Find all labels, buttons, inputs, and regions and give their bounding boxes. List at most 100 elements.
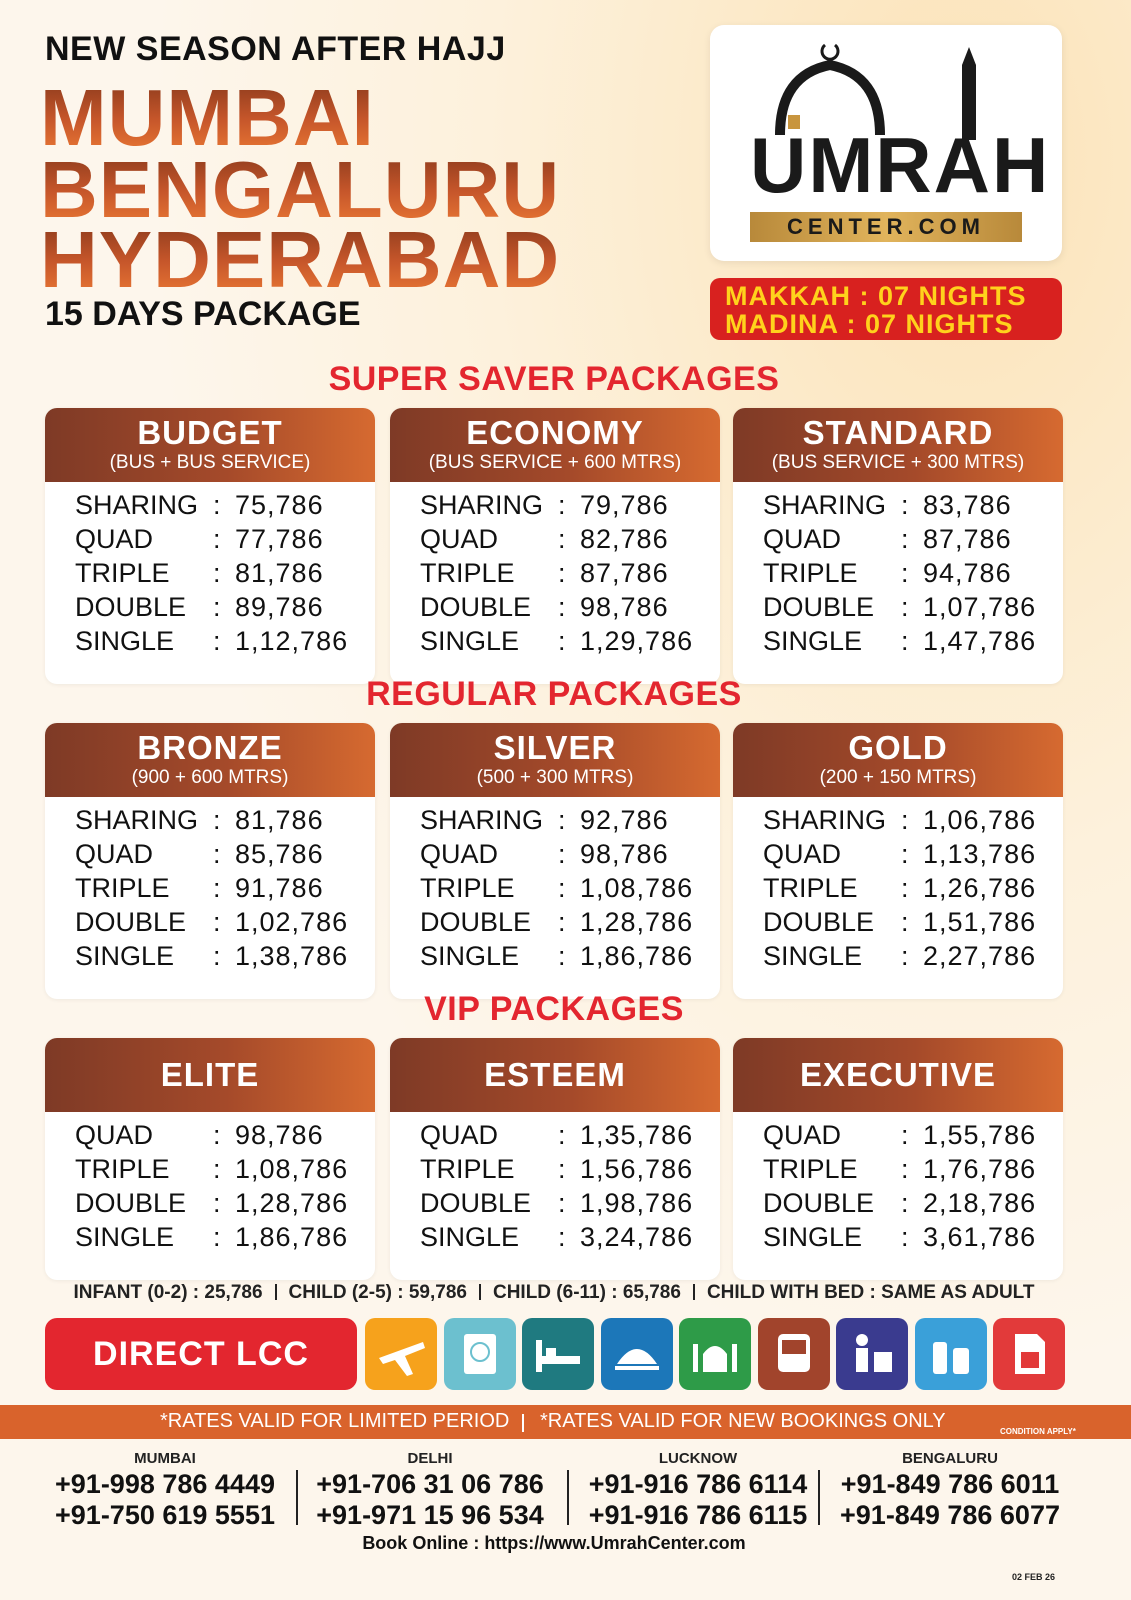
room-type: DOUBLE bbox=[75, 1188, 187, 1218]
room-price: 1,26,786 bbox=[901, 873, 1036, 904]
room-price: 92,786 bbox=[558, 805, 669, 836]
room-type: SINGLE bbox=[420, 626, 520, 656]
service-icon bbox=[679, 1318, 751, 1390]
room-type: QUAD bbox=[75, 839, 154, 869]
room-price: 2,18,786 bbox=[901, 1188, 1036, 1219]
room-price: 1,07,786 bbox=[901, 592, 1036, 623]
separator bbox=[567, 1470, 569, 1525]
room-price: 81,786 bbox=[213, 558, 324, 589]
phone: +91-750 619 5551 bbox=[55, 1500, 275, 1530]
room-price: 1,02,786 bbox=[213, 907, 348, 938]
office-city: LUCKNOW bbox=[658, 1450, 738, 1467]
room-type: DOUBLE bbox=[75, 592, 187, 622]
room-price: 87,786 bbox=[901, 524, 1012, 555]
room-price: 1,29,786 bbox=[558, 626, 693, 657]
service-icon bbox=[836, 1318, 908, 1390]
room-type: SINGLE bbox=[763, 626, 863, 656]
separator bbox=[274, 1284, 277, 1300]
room-type: TRIPLE bbox=[75, 873, 170, 903]
room-type: QUAD bbox=[420, 839, 499, 869]
room-type: TRIPLE bbox=[420, 1154, 515, 1184]
note: *RATES VALID FOR LIMITED PERIOD bbox=[160, 1410, 510, 1432]
package-name: ELITE bbox=[160, 1056, 260, 1093]
room-type: DOUBLE bbox=[763, 907, 875, 937]
city: BENGALURU bbox=[40, 145, 561, 234]
room-price: 3,24,786 bbox=[558, 1222, 693, 1253]
icon-glyph bbox=[379, 1342, 425, 1376]
room-price: 79,786 bbox=[558, 490, 669, 521]
room-type: SINGLE bbox=[763, 941, 863, 971]
separator bbox=[478, 1284, 481, 1300]
room-price: 1,38,786 bbox=[213, 941, 348, 972]
package-card: STANDARD(BUS SERVICE + 300 MTRS) SHARING 8… bbox=[733, 408, 1063, 684]
office: DELHI +91-706 31 06 786 +91-971 15 96 534 bbox=[305, 1450, 555, 1529]
card-header: EXECUTIVE bbox=[733, 1038, 1063, 1112]
child-rate: CHILD (2-5) : 59,786 bbox=[288, 1282, 467, 1303]
package-subtitle: (BUS SERVICE + 600 MTRS) bbox=[428, 452, 682, 473]
icon-glyph bbox=[463, 1334, 496, 1374]
separator bbox=[818, 1470, 820, 1525]
icon-glyph bbox=[1015, 1334, 1045, 1374]
room-type: TRIPLE bbox=[75, 1154, 170, 1184]
icon-glyph bbox=[777, 1334, 810, 1372]
child-rates: INFANT (0-2) : 25,786 CHILD (2-5) : 59,78… bbox=[0, 1282, 1108, 1304]
office-city: MUMBAI bbox=[134, 1450, 196, 1467]
room-type: SHARING bbox=[420, 805, 544, 835]
child-rate: INFANT (0-2) : 25,786 bbox=[73, 1282, 263, 1303]
room-price: 77,786 bbox=[213, 524, 324, 555]
room-price: 94,786 bbox=[901, 558, 1012, 589]
room-type: SHARING bbox=[420, 490, 544, 520]
room-type: TRIPLE bbox=[420, 558, 515, 588]
icon-glyph bbox=[932, 1342, 969, 1374]
service-icon bbox=[757, 1318, 830, 1390]
phone: +91-849 786 6011 bbox=[840, 1469, 1060, 1499]
nights-line: MAKKAH : 07 NIGHTS bbox=[725, 281, 1027, 311]
phone: +91-916 786 6114 bbox=[588, 1469, 808, 1499]
room-price: 1,35,786 bbox=[558, 1120, 693, 1151]
section-title: REGULAR PACKAGES bbox=[366, 675, 742, 713]
icon-glyph bbox=[536, 1340, 580, 1372]
room-type: SINGLE bbox=[75, 626, 175, 656]
logo-graphic bbox=[775, 43, 976, 140]
service-icon bbox=[365, 1318, 437, 1390]
nights-box bbox=[710, 278, 1062, 340]
room-type: DOUBLE bbox=[763, 1188, 875, 1218]
room-type: DOUBLE bbox=[420, 907, 532, 937]
room-type: SHARING bbox=[763, 805, 887, 835]
domain: CENTER.COM bbox=[750, 212, 1022, 242]
phone: +91-706 31 06 786 bbox=[316, 1469, 544, 1499]
package-subtitle: (BUS SERVICE + 300 MTRS) bbox=[771, 452, 1025, 473]
room-price: 1,08,786 bbox=[213, 1154, 348, 1185]
package-card: ECONOMY(BUS SERVICE + 600 MTRS) SHARING 79… bbox=[390, 408, 720, 684]
room-price: 1,08,786 bbox=[558, 873, 693, 904]
child-rate: CHILD WITH BED : SAME AS ADULT bbox=[706, 1282, 1035, 1303]
room-price: 82,786 bbox=[558, 524, 669, 555]
room-type: QUAD bbox=[763, 524, 842, 554]
child-rate: CHILD (6-11) : 65,786 bbox=[492, 1282, 681, 1303]
section-title: SUPER SAVER PACKAGES bbox=[328, 360, 780, 398]
nights-line: MADINA : 07 NIGHTS bbox=[725, 309, 1014, 339]
date: 02 FEB 26 bbox=[1012, 1572, 1056, 1582]
service-icon bbox=[443, 1318, 516, 1390]
icon-glyph bbox=[693, 1344, 737, 1372]
package-name: BUDGET bbox=[137, 414, 283, 451]
separator bbox=[296, 1470, 298, 1525]
service-icon bbox=[522, 1318, 594, 1390]
card-header: STANDARD (BUS SERVICE + 300 MTRS) bbox=[733, 408, 1063, 482]
package-subtitle: (BUS + BUS SERVICE) bbox=[109, 452, 311, 473]
condition: CONDITION APPLY* bbox=[1000, 1427, 1076, 1436]
room-type: TRIPLE bbox=[420, 873, 515, 903]
package-card: BRONZE(900 + 600 MTRS) SHARING 81,786 QUAD 8… bbox=[45, 723, 375, 999]
room-type: QUAD bbox=[420, 524, 499, 554]
package-subtitle: (200 + 150 MTRS) bbox=[819, 767, 977, 788]
room-price: 91,786 bbox=[213, 873, 324, 904]
booking: Book Online : https://www.UmrahCenter.co… bbox=[362, 1533, 746, 1553]
service-icon bbox=[600, 1318, 673, 1390]
card-header: BRONZE (900 + 600 MTRS) bbox=[45, 723, 375, 797]
office: LUCKNOW +91-916 786 6114 +91-916 786 6115 bbox=[573, 1450, 823, 1529]
separator bbox=[522, 1414, 524, 1432]
office-city: DELHI bbox=[407, 1450, 453, 1467]
duration: 15 DAYS PACKAGE bbox=[45, 295, 361, 333]
room-type: QUAD bbox=[75, 524, 154, 554]
